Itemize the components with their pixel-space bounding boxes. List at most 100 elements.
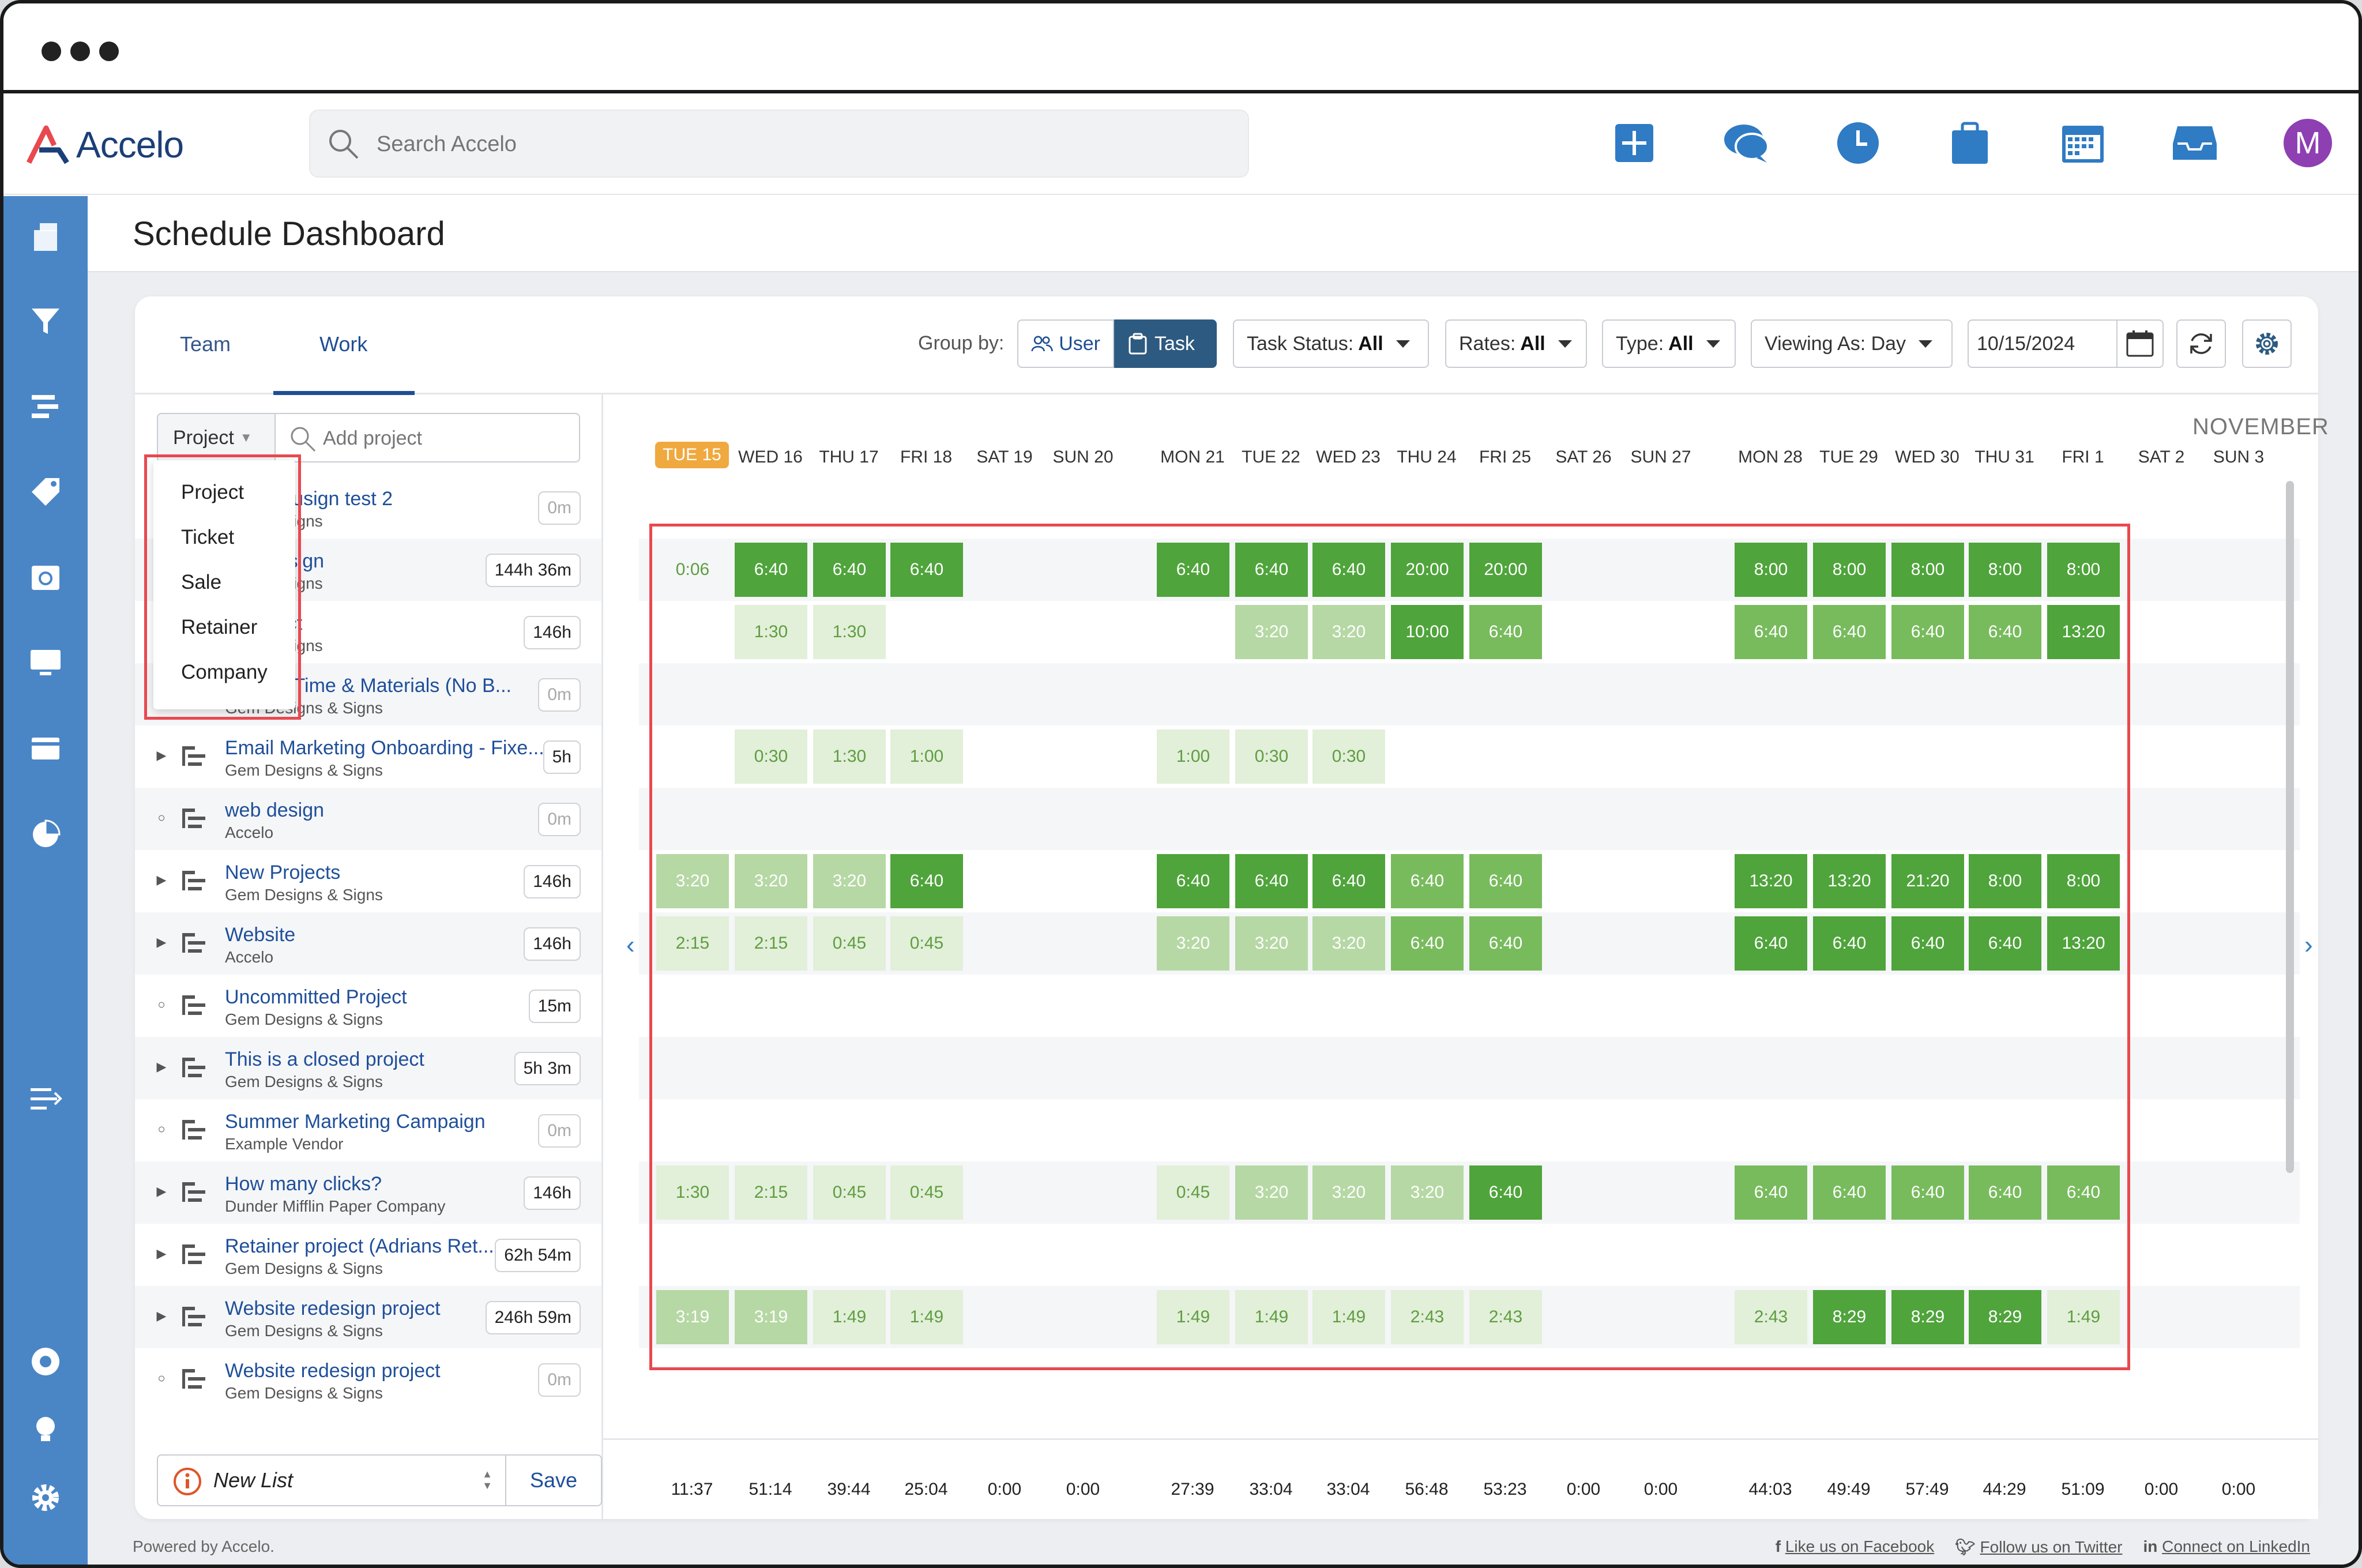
schedule-cell[interactable]: 1:49 bbox=[813, 1290, 886, 1344]
schedule-cell[interactable]: 3:20 bbox=[1391, 1165, 1464, 1220]
schedule-cell[interactable]: 8:00 bbox=[1813, 543, 1886, 597]
chat-icon[interactable] bbox=[1721, 118, 1772, 168]
schedule-cell[interactable]: 1:49 bbox=[1157, 1290, 1229, 1344]
expand-arrow-icon[interactable]: ▶ bbox=[156, 1246, 167, 1261]
search-bar[interactable] bbox=[309, 110, 1249, 178]
schedule-cell[interactable]: 13:20 bbox=[1813, 854, 1886, 908]
expand-arrow-icon[interactable]: ▶ bbox=[156, 1059, 167, 1074]
schedule-cell[interactable]: 6:40 bbox=[1813, 605, 1886, 659]
settings-button[interactable] bbox=[2242, 319, 2292, 368]
project-name[interactable]: New Projects bbox=[225, 862, 341, 883]
project-name[interactable]: Email Marketing Onboarding - Fixe... bbox=[225, 737, 544, 759]
project-name[interactable]: Uncommitted Project bbox=[225, 986, 407, 1008]
collapse-icon[interactable] bbox=[25, 1078, 66, 1119]
reports-icon[interactable] bbox=[25, 813, 66, 853]
clock-icon[interactable] bbox=[1833, 118, 1883, 168]
schedule-cell[interactable]: 6:40 bbox=[1469, 1165, 1542, 1220]
schedule-cell[interactable]: 1:30 bbox=[813, 605, 886, 659]
project-row[interactable]: ▶ This is a closed project Gem Designs & S… bbox=[135, 1037, 601, 1099]
expand-arrow-icon[interactable]: ▶ bbox=[156, 1308, 167, 1323]
expand-arrow-icon[interactable]: ▶ bbox=[156, 748, 167, 762]
dropdown-option-project[interactable]: Project bbox=[181, 481, 244, 503]
schedule-cell[interactable]: 6:40 bbox=[813, 543, 886, 597]
schedule-cell[interactable]: 2:43 bbox=[1735, 1290, 1807, 1344]
schedule-cell[interactable]: 6:40 bbox=[1312, 854, 1385, 908]
prev-period-icon[interactable]: ‹ bbox=[626, 931, 635, 959]
save-button[interactable]: Save bbox=[505, 1454, 602, 1506]
schedule-cell[interactable]: 6:40 bbox=[1813, 1165, 1886, 1220]
schedule-cell[interactable]: 0:45 bbox=[890, 1165, 963, 1220]
schedule-cell[interactable]: 3:20 bbox=[1157, 916, 1229, 971]
schedule-cell[interactable]: 8:29 bbox=[1891, 1290, 1964, 1344]
schedule-cell[interactable]: 1:49 bbox=[1235, 1290, 1308, 1344]
schedule-cell[interactable]: 6:40 bbox=[1735, 1165, 1807, 1220]
window-dot[interactable] bbox=[99, 42, 119, 61]
schedule-cell[interactable]: 2:43 bbox=[1391, 1290, 1464, 1344]
schedule-cell[interactable]: 6:40 bbox=[2047, 1165, 2120, 1220]
accelo-logo[interactable]: Accelo bbox=[27, 119, 184, 171]
group-task-button[interactable]: Task bbox=[1114, 319, 1217, 368]
schedule-cell[interactable]: 6:40 bbox=[1891, 916, 1964, 971]
schedule-cell[interactable]: 0:45 bbox=[890, 916, 963, 971]
lightbulb-icon[interactable] bbox=[25, 1409, 66, 1450]
window-dot[interactable] bbox=[42, 42, 61, 61]
group-user-button[interactable]: User bbox=[1017, 319, 1114, 368]
next-period-icon[interactable]: › bbox=[2304, 931, 2313, 959]
refresh-button[interactable] bbox=[2176, 319, 2226, 368]
schedule-cell[interactable]: 2:15 bbox=[656, 916, 729, 971]
project-row[interactable]: ▶ How many clicks? Dunder Mifflin Paper Co… bbox=[135, 1161, 601, 1224]
schedule-cell[interactable]: 3:19 bbox=[735, 1290, 807, 1344]
schedule-cell[interactable]: 13:20 bbox=[2047, 916, 2120, 971]
retainer-icon[interactable] bbox=[25, 557, 66, 597]
schedule-cell[interactable]: 6:40 bbox=[1891, 1165, 1964, 1220]
schedule-cell[interactable]: 6:40 bbox=[1391, 854, 1464, 908]
schedule-cell[interactable]: 0:30 bbox=[1235, 730, 1308, 784]
schedule-cell[interactable]: 8:00 bbox=[1969, 543, 2041, 597]
linkedin-link[interactable]: in Connect on LinkedIn bbox=[2143, 1537, 2310, 1555]
schedule-cell[interactable]: 1:00 bbox=[890, 730, 963, 784]
schedule-cell[interactable]: 8:00 bbox=[1969, 854, 2041, 908]
expand-arrow-icon[interactable]: ▶ bbox=[156, 935, 167, 949]
schedule-cell[interactable]: 8:00 bbox=[2047, 854, 2120, 908]
schedule-cell[interactable]: 1:30 bbox=[813, 730, 886, 784]
schedule-cell[interactable]: 0:45 bbox=[1157, 1165, 1229, 1220]
dropdown-option-sale[interactable]: Sale bbox=[181, 571, 222, 593]
schedule-cell[interactable]: 8:29 bbox=[1969, 1290, 2041, 1344]
expand-arrow-icon[interactable]: ▶ bbox=[156, 873, 167, 887]
schedule-cell[interactable]: 6:40 bbox=[1157, 854, 1229, 908]
building-icon[interactable] bbox=[25, 216, 66, 256]
project-row[interactable]: ○ Uncommitted Project Gem Designs & Signs 1… bbox=[135, 975, 601, 1037]
schedule-cell[interactable]: 0:45 bbox=[813, 916, 886, 971]
schedule-cell[interactable]: 6:40 bbox=[1391, 916, 1464, 971]
empty-circle-icon[interactable]: ○ bbox=[157, 1371, 166, 1385]
schedule-cell[interactable]: 6:40 bbox=[890, 543, 963, 597]
schedule-cell[interactable]: 3:20 bbox=[1235, 1165, 1308, 1220]
schedule-cell[interactable]: 13:20 bbox=[1735, 854, 1807, 908]
facebook-link[interactable]: f Like us on Facebook bbox=[1775, 1537, 1935, 1555]
schedule-cell[interactable]: 3:20 bbox=[813, 854, 886, 908]
vertical-scrollbar[interactable] bbox=[2286, 481, 2294, 1173]
schedule-cell[interactable]: 10:00 bbox=[1391, 605, 1464, 659]
schedule-cell[interactable]: 6:40 bbox=[735, 543, 807, 597]
project-name[interactable]: Website redesign project bbox=[225, 1360, 441, 1382]
schedule-cell[interactable]: 3:20 bbox=[1312, 1165, 1385, 1220]
filter-icon[interactable] bbox=[25, 301, 66, 341]
schedule-cell[interactable]: 3:20 bbox=[656, 854, 729, 908]
schedule-cell[interactable]: 0:06 bbox=[675, 560, 710, 579]
schedule-cell[interactable]: 0:45 bbox=[813, 1165, 886, 1220]
schedule-cell[interactable]: 1:49 bbox=[890, 1290, 963, 1344]
project-row[interactable]: ▶ Retainer project (Adrians Ret... Gem Des… bbox=[135, 1224, 601, 1286]
schedule-cell[interactable]: 6:40 bbox=[1735, 916, 1807, 971]
project-name[interactable]: How many clicks? bbox=[225, 1173, 382, 1195]
project-name[interactable]: This is a closed project bbox=[225, 1048, 424, 1070]
schedule-cell[interactable]: 20:00 bbox=[1469, 543, 1542, 597]
project-row[interactable]: ▶ New Projects Gem Designs & Signs 146h bbox=[135, 850, 601, 912]
schedule-cell[interactable]: 13:20 bbox=[2047, 605, 2120, 659]
rates-dropdown[interactable]: Rates: All bbox=[1445, 319, 1587, 368]
schedule-cell[interactable]: 6:40 bbox=[1735, 605, 1807, 659]
dropdown-option-retainer[interactable]: Retainer bbox=[181, 616, 258, 638]
project-row[interactable]: ○ Summer Marketing Campaign Example Vendor… bbox=[135, 1099, 601, 1161]
project-row[interactable]: ▶ Website Accelo 146h bbox=[135, 912, 601, 975]
invoice-icon[interactable] bbox=[25, 728, 66, 768]
project-row[interactable]: ○ Website redesign project Gem Designs & S… bbox=[135, 1348, 601, 1411]
